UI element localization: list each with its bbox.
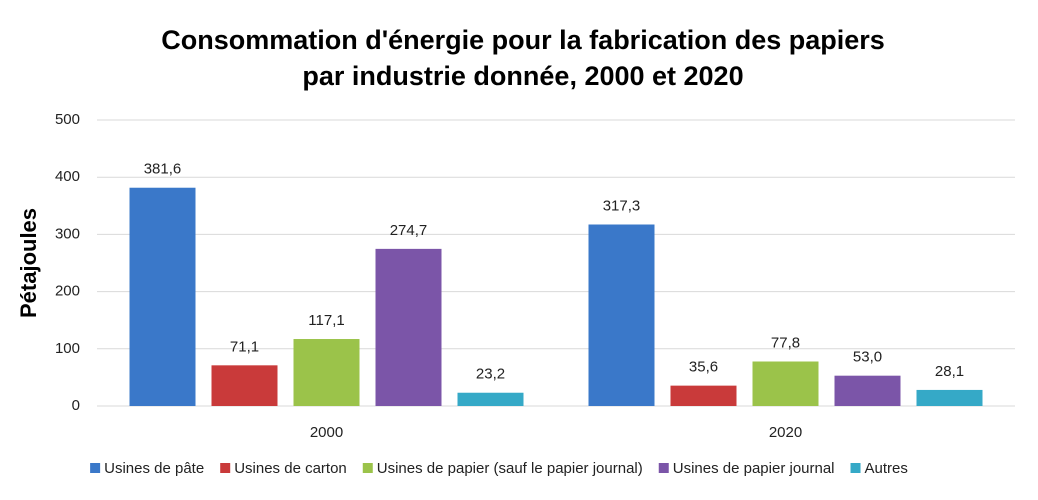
bar (375, 248, 442, 406)
bar (293, 339, 360, 406)
data-label: 35,6 (689, 359, 718, 376)
data-label: 381,6 (144, 161, 182, 178)
y-tick-label: 500 (55, 111, 80, 128)
legend-label: Usines de carton (234, 460, 347, 477)
data-label: 317,3 (603, 197, 641, 214)
bar (129, 187, 196, 406)
bar (834, 375, 901, 406)
data-label: 117,1 (308, 312, 344, 329)
data-label: 71,1 (230, 338, 259, 355)
bar (916, 389, 983, 406)
bar (211, 365, 278, 406)
data-label: 53,0 (853, 349, 882, 366)
y-tick-label: 300 (55, 225, 80, 242)
bar (588, 224, 655, 406)
legend-swatch (362, 463, 373, 473)
data-label: 28,1 (935, 363, 964, 380)
data-label: 77,8 (771, 334, 800, 351)
x-tick-label: 2020 (769, 424, 802, 441)
chart-title: Consommation d'énergie pour la fabricati… (161, 25, 885, 55)
legend-swatch (658, 463, 669, 473)
y-axis-label: Pétajoules (16, 208, 41, 318)
legend-label: Autres (865, 460, 908, 477)
y-tick-label: 100 (55, 340, 80, 357)
chart-title: par industrie donnée, 2000 et 2020 (302, 61, 743, 91)
y-tick-label: 0 (72, 397, 80, 414)
bar (670, 385, 737, 406)
legend-swatch (850, 463, 861, 473)
bar (457, 392, 524, 406)
x-tick-label: 2000 (310, 424, 343, 441)
legend-label: Usines de pâte (104, 460, 204, 477)
legend-swatch (90, 463, 101, 473)
legend-label: Usines de papier (sauf le papier journal… (377, 460, 643, 477)
y-tick-label: 200 (55, 283, 80, 300)
y-tick-label: 400 (55, 168, 80, 185)
legend-label: Usines de papier journal (673, 460, 835, 477)
bar (752, 361, 819, 406)
data-label: 274,7 (390, 222, 428, 239)
legend-swatch (220, 463, 231, 473)
data-label: 23,2 (476, 366, 505, 383)
